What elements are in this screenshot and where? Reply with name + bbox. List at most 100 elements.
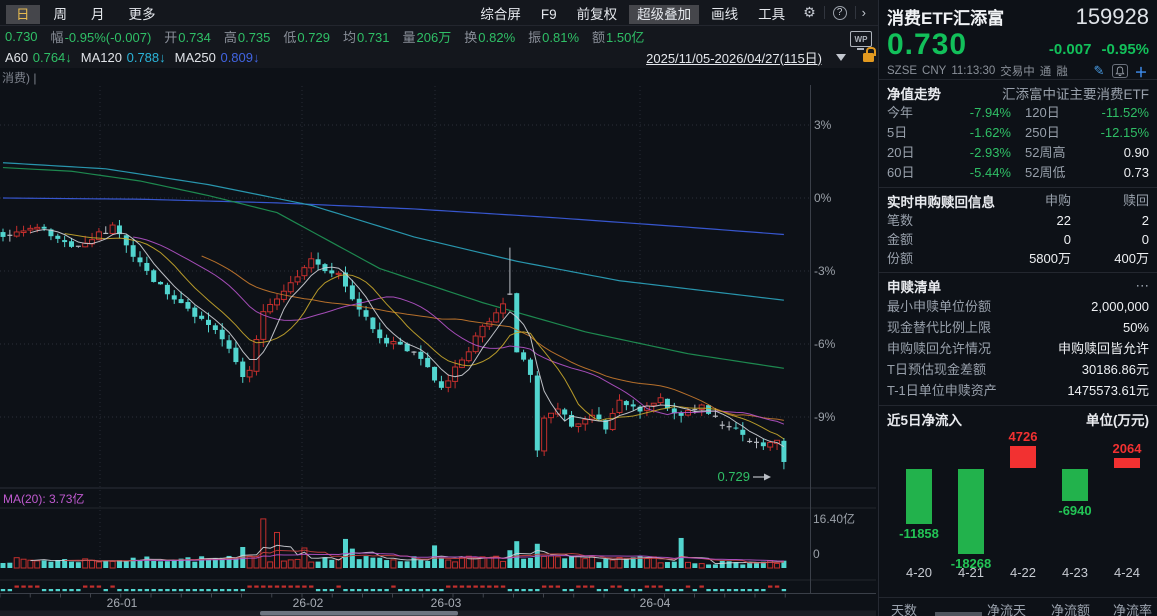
net-inflow-unit: 单位(万元) bbox=[1086, 413, 1149, 428]
quote-stats-row: 0.730 幅-0.95%(-0.007) 开0.734 高0.735 低0.729 均0… bbox=[0, 26, 878, 47]
net-inflow-bar bbox=[1114, 458, 1140, 468]
realtime-row: 笔数 22 2 bbox=[887, 213, 1149, 228]
toolbar-item-2[interactable]: F9 bbox=[540, 6, 557, 22]
instrument-code: 159928 bbox=[1075, 4, 1149, 29]
list-title: 申赎清单 bbox=[887, 280, 941, 295]
nav-trend-row: 20日 -2.93% 52周高 0.90 bbox=[887, 145, 1149, 160]
svg-text:0%: 0% bbox=[814, 191, 832, 205]
quote-stat: 换0.82% bbox=[464, 30, 516, 45]
svg-text:0.729: 0.729 bbox=[717, 469, 750, 484]
period-and-tools-row: 日周 月 更多 综合屏 F9 前复权 超级叠加 画线 工具 ⚙ ? › bbox=[0, 0, 878, 26]
net-inflow-value: 2064 bbox=[1112, 441, 1142, 457]
net-inflow-section: 近5日净流入 单位(万元) -11858 -18268 4726 -6940 2064 … bbox=[879, 405, 1157, 601]
svg-text:26-04: 26-04 bbox=[640, 596, 671, 610]
more-button[interactable]: ⋯ bbox=[1135, 278, 1150, 293]
wp-monitor-icon[interactable]: WP bbox=[850, 31, 872, 50]
panel-scrollbar-thumb[interactable] bbox=[935, 612, 982, 616]
svg-text:消费) |: 消费) | bbox=[2, 71, 36, 85]
net-inflow-value: 4726 bbox=[1008, 429, 1038, 445]
toolbar-item-5[interactable]: 画线 bbox=[711, 6, 739, 22]
quote-stat: 均0.731 bbox=[342, 30, 390, 45]
quote-stat: 额1.50亿 bbox=[592, 30, 645, 45]
connect-tag: 通 bbox=[1039, 66, 1052, 78]
svg-text:-3%: -3% bbox=[814, 264, 836, 278]
realtime-title: 实时申购赎回信息 bbox=[887, 195, 995, 210]
quote-header: 消费ETF汇添富 159928 0.730 -0.007 -0.95% SZSE … bbox=[879, 0, 1157, 80]
col-redeem: 赎回 bbox=[1122, 193, 1149, 208]
chart-scrollbar-thumb[interactable] bbox=[260, 611, 458, 616]
net-inflow-bar bbox=[958, 469, 984, 554]
status-row: SZSE CNY 11:13:30 交易中 通 融 ✎ ＋ bbox=[887, 63, 1149, 80]
quote-stat: 振0.81% bbox=[528, 30, 580, 45]
ma-legend-item: MA250 0.809↓ bbox=[174, 49, 260, 65]
realtime-row: 金额 0 0 bbox=[887, 232, 1149, 247]
net-inflow-bar bbox=[1010, 446, 1036, 468]
net-inflow-date: 4-21 bbox=[957, 565, 985, 580]
net-inflow-bar bbox=[1062, 469, 1088, 502]
exchange-label: SZSE bbox=[887, 65, 918, 77]
trading-state: 交易中 bbox=[1000, 66, 1035, 78]
net-inflow-date: 4-20 bbox=[905, 565, 933, 580]
price-change-pct: -0.95% bbox=[1101, 41, 1149, 58]
quote-stat: 低0.729 bbox=[283, 30, 330, 45]
nav-trend-row: 今年 -7.94% 120日 -11.52% bbox=[887, 105, 1149, 120]
period-tabs: 日周 月 更多 bbox=[6, 3, 170, 24]
settings-gear-icon[interactable]: ⚙ bbox=[803, 4, 816, 20]
list-row: 最小申赎单位份额 2,000,000 bbox=[887, 299, 1149, 314]
nav-trend-row: 60日 -5.44% 52周低 0.73 bbox=[887, 165, 1149, 180]
list-row: 申购赎回允许情况 申购赎回皆允许 bbox=[887, 341, 1149, 356]
svg-text:-9%: -9% bbox=[814, 410, 836, 424]
ma-legend-item: A60 0.764↓ bbox=[5, 49, 72, 65]
net-inflow-value: -11858 bbox=[899, 526, 939, 542]
edit-pencil-icon[interactable]: ✎ bbox=[1093, 63, 1105, 78]
list-row: T-1日单位申赎资产 1475573.61元 bbox=[887, 383, 1149, 398]
help-icon[interactable]: ? bbox=[832, 5, 847, 20]
panel-footer-tabs: 天数 净流天 净流额 净流率 bbox=[879, 597, 1157, 616]
col-subscribe: 申购 bbox=[1044, 193, 1071, 208]
svg-text:26-02: 26-02 bbox=[293, 596, 324, 610]
toolbar-item-1[interactable]: 综合屏 bbox=[480, 6, 521, 22]
period-tab-2[interactable]: 周 bbox=[53, 6, 68, 22]
svg-text:0: 0 bbox=[813, 547, 820, 561]
chevron-right-icon[interactable]: › bbox=[861, 5, 866, 20]
svg-text:3%: 3% bbox=[814, 118, 832, 132]
footer-tab-3[interactable]: 净流额 bbox=[1051, 603, 1091, 616]
toolbar-item-4[interactable]: 超级叠加 bbox=[629, 4, 700, 24]
quote-stat: 量206万 bbox=[402, 30, 452, 45]
margin-tag: 融 bbox=[1056, 66, 1068, 78]
net-inflow-value: -18268 bbox=[950, 555, 992, 571]
chart-toolbar: 日周 月 更多 综合屏 F9 前复权 超级叠加 画线 工具 ⚙ ? › 0.730 幅-0.95… bbox=[0, 0, 878, 68]
svg-text:26-03: 26-03 bbox=[431, 596, 462, 610]
chart-area: 3% 0% -3% -6% -9% 26-01 26-02 26-03 26-04 消费) | MA… bbox=[0, 68, 878, 616]
date-range-selector[interactable]: 2025/11/05-2026/04/27(115日) bbox=[646, 50, 822, 66]
toolbar-item-6[interactable]: 工具 bbox=[758, 6, 786, 22]
quote-time: 11:13:30 bbox=[951, 65, 996, 77]
caret-down-icon[interactable] bbox=[836, 53, 846, 61]
footer-tab-2[interactable]: 净流天 bbox=[987, 603, 1027, 616]
nav-trend-section: 净值走势 汇添富中证主要消费ETF 今年 -7.94% 120日 -11.52% 5日 -… bbox=[879, 79, 1157, 187]
toolbar-items: 综合屏 F9 前复权 超级叠加 画线 工具 bbox=[472, 3, 797, 24]
footer-tab-1[interactable]: 天数 bbox=[891, 603, 918, 616]
ma-legend-item: MA120 0.788↓ bbox=[80, 49, 166, 65]
toolbar-item-3[interactable]: 前复权 bbox=[576, 6, 618, 22]
list-row: 现金替代比例上限 50% bbox=[887, 320, 1149, 335]
footer-tab-4[interactable]: 净流率 bbox=[1113, 603, 1153, 616]
period-tab-4[interactable]: 更多 bbox=[128, 6, 156, 22]
alert-bell-icon[interactable] bbox=[1112, 64, 1128, 78]
list-row: T日预估现金差额 30186.86元 bbox=[887, 362, 1149, 377]
period-tab-1[interactable]: 日 bbox=[6, 4, 40, 24]
quote-stat: 幅-0.95%(-0.007) bbox=[50, 30, 152, 45]
realtime-row: 份额 5800万 400万 bbox=[887, 251, 1149, 266]
add-plus-icon[interactable]: ＋ bbox=[1134, 64, 1148, 80]
ma-legend-row: A60 0.764↓ MA120 0.788↓ MA250 0.809↓ 2025/… bbox=[0, 46, 878, 67]
candlestick-chart[interactable]: 3% 0% -3% -6% -9% 26-01 26-02 26-03 26-04 消费) | MA… bbox=[0, 68, 878, 616]
net-inflow-bar bbox=[906, 469, 932, 525]
svg-text:-6%: -6% bbox=[814, 337, 836, 351]
period-tab-3[interactable]: 月 bbox=[91, 6, 105, 22]
svg-text:MA(20): 3.73亿: MA(20): 3.73亿 bbox=[3, 491, 84, 506]
net-inflow-date: 4-22 bbox=[1009, 565, 1037, 580]
net-inflow-value: -6940 bbox=[1058, 503, 1092, 519]
unlock-icon[interactable] bbox=[863, 46, 876, 62]
creation-redemption-list-section: 申赎清单 ⋯ 最小申赎单位份额 2,000,000 现金替代比例上限 50% 申购赎回允… bbox=[879, 272, 1157, 405]
